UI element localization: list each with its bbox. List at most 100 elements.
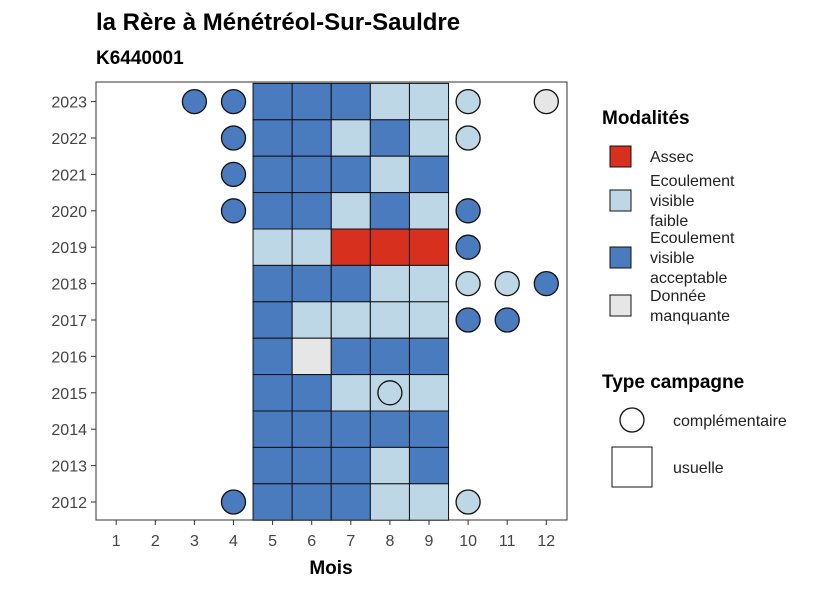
y-tick-label-2014: 2014 <box>51 422 87 439</box>
tile-2018-7 <box>330 264 371 303</box>
x-tick-label-3: 3 <box>190 533 199 550</box>
tile-2016-8 <box>369 337 410 376</box>
point-2020-4 <box>220 198 247 224</box>
legend-key-acceptable <box>609 246 632 269</box>
y-tick-label-2018: 2018 <box>51 277 87 294</box>
y-tick-label-2023: 2023 <box>51 95 87 112</box>
y-tick-label-2022: 2022 <box>51 131 87 148</box>
tile-2018-8 <box>369 264 410 303</box>
tile-2019-7 <box>330 228 371 266</box>
point-2023-3 <box>181 88 208 115</box>
chart-title: la Rère à Ménétréol-Sur-Sauldre <box>96 9 460 36</box>
x-axis: 1 2 3 4 5 6 7 8 9 10 11 12 <box>112 520 555 550</box>
tile-2017-8 <box>369 301 410 339</box>
legend-label-acceptable-2: acceptable <box>650 270 727 287</box>
y-tick-label-2017: 2017 <box>51 313 87 330</box>
tile-2020-5 <box>252 192 293 230</box>
x-tick-label-5: 5 <box>268 533 277 550</box>
legend-key-faible <box>609 189 632 212</box>
legend-modalites-title: Modalités <box>602 108 690 129</box>
legend-label-faible-1: visible <box>650 193 695 210</box>
tile-2019-6 <box>291 228 332 266</box>
tile-2023-6 <box>291 82 332 121</box>
y-axis: 2012 2013 2014 2015 2016 2017 2018 2019 2020 2021… <box>51 95 96 512</box>
chart-subtitle: K6440001 <box>96 48 184 69</box>
x-tick-label-9: 9 <box>425 533 434 550</box>
point-2023-12 <box>533 88 559 115</box>
x-tick-label-10: 10 <box>459 533 477 550</box>
legend-label-manquante-1: manquante <box>650 308 730 325</box>
x-tick-label-8: 8 <box>385 533 394 550</box>
tile-2023-9 <box>408 82 450 121</box>
x-tick-label-4: 4 <box>229 533 238 550</box>
tile-2015-5 <box>252 374 293 412</box>
tile-2022-7 <box>330 119 371 157</box>
tile-2016-7 <box>330 337 371 376</box>
tile-2021-7 <box>330 155 371 194</box>
tile-2014-8 <box>369 410 410 448</box>
tile-2014-7 <box>330 410 371 448</box>
tile-2016-9 <box>408 337 450 376</box>
point-2023-4 <box>220 88 247 115</box>
tile-2013-7 <box>330 446 371 485</box>
tile-2022-5 <box>252 119 293 157</box>
x-tick-label-6: 6 <box>307 533 316 550</box>
tile-2018-5 <box>252 264 293 303</box>
tile-2016-5 <box>252 337 293 376</box>
tile-2015-6 <box>291 374 332 412</box>
point-2018-11 <box>494 270 520 297</box>
tile-2021-8 <box>369 155 410 194</box>
tile-2023-7 <box>330 82 371 121</box>
y-tick-label-2012: 2012 <box>51 495 87 512</box>
point-2022-4 <box>220 125 247 151</box>
tile-2019-9 <box>408 228 450 266</box>
tile-2017-6 <box>291 301 332 339</box>
tile-2022-9 <box>408 119 450 157</box>
tiles-layer <box>252 82 450 521</box>
tile-2019-5 <box>252 228 293 266</box>
tile-2015-9 <box>408 374 450 412</box>
x-tick-label-2: 2 <box>151 533 160 550</box>
x-tick-label-1: 1 <box>112 533 121 550</box>
y-tick-label-2013: 2013 <box>51 459 87 476</box>
tile-2020-8 <box>369 192 410 230</box>
point-2015-8 <box>377 380 403 406</box>
point-2018-10 <box>455 270 481 297</box>
legend-type-campagne: Type campagne complémentaire usuelle <box>602 372 787 488</box>
tile-2013-9 <box>408 446 450 485</box>
tile-2020-6 <box>291 192 332 230</box>
y-tick-label-2020: 2020 <box>51 204 87 221</box>
y-tick-label-2019: 2019 <box>51 240 87 257</box>
legend-key-assec <box>609 145 632 168</box>
y-tick-label-2021: 2021 <box>51 167 87 184</box>
tile-2021-5 <box>252 155 293 194</box>
y-tick-label-2016: 2016 <box>51 349 87 366</box>
tile-2018-9 <box>408 264 450 303</box>
x-axis-title: Mois <box>309 558 352 579</box>
legend-campagne-title: Type campagne <box>602 372 744 393</box>
tile-2022-8 <box>369 119 410 157</box>
points-layer <box>181 88 559 515</box>
point-2012-4 <box>220 489 247 515</box>
legend-circle-icon <box>619 407 645 433</box>
tile-2012-6 <box>291 483 332 521</box>
y-tick-label-2015: 2015 <box>51 386 87 403</box>
tile-2012-9 <box>408 483 450 521</box>
tile-2021-6 <box>291 155 332 194</box>
legend-modalites: Modalités AssecEcoulementvisiblefaibleEc… <box>602 108 735 325</box>
tile-2013-8 <box>369 446 410 485</box>
point-2018-12 <box>533 270 559 297</box>
tile-2017-5 <box>252 301 293 339</box>
legend-label-manquante-0: Donnée <box>650 288 706 305</box>
legend-label-acceptable-0: Ecoulement <box>650 230 735 247</box>
point-2021-4 <box>220 161 247 188</box>
tile-2021-9 <box>408 155 450 194</box>
tile-2014-5 <box>252 410 293 448</box>
legend-label-assec-0: Assec <box>650 149 694 166</box>
tile-2014-9 <box>408 410 450 448</box>
point-2022-10 <box>455 125 481 151</box>
tile-2012-7 <box>330 483 371 521</box>
x-tick-label-11: 11 <box>499 533 516 550</box>
x-tick-label-12: 12 <box>537 533 555 550</box>
